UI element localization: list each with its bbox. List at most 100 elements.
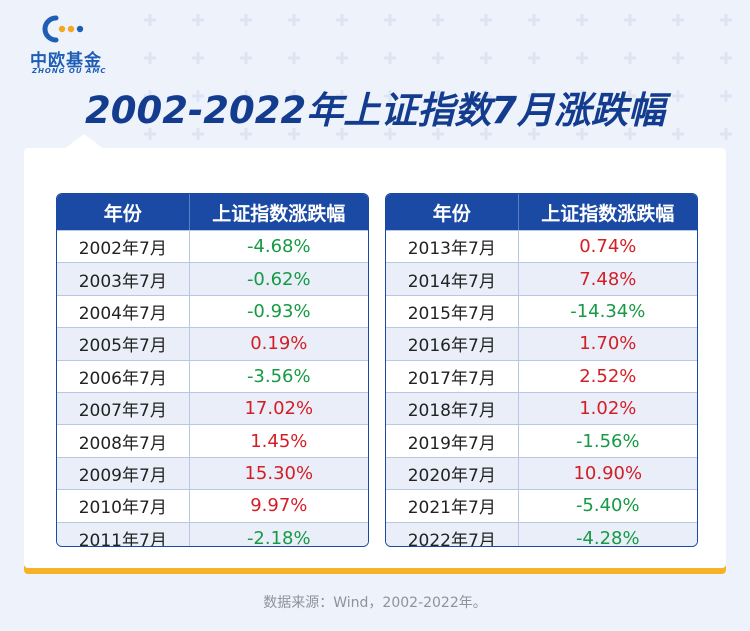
cell-year: 2015年7月 [407, 303, 496, 324]
plus-mark [624, 52, 636, 64]
table-row: 2004年7月 -0.93% [57, 294, 368, 328]
cell-change: 15.30% [188, 457, 368, 490]
cell-change: -0.62% [188, 263, 368, 295]
cell-year: 2019年7月 [407, 433, 496, 454]
logo-name: 中欧基金 [30, 51, 102, 71]
cell-year: 2016年7月 [407, 336, 496, 357]
plus-mark [240, 14, 252, 26]
plus-mark [528, 90, 540, 102]
plus-mark [384, 128, 396, 140]
plus-mark [480, 128, 492, 140]
cell-change: -4.28% [517, 522, 697, 546]
plus-mark [624, 90, 636, 102]
table-row: 2003年7月 -0.62% [57, 262, 368, 295]
background-pattern [144, 14, 732, 140]
plus-mark [432, 14, 444, 26]
plus-mark [144, 14, 156, 26]
header-change: 上证指数涨跌幅 [188, 194, 368, 230]
plus-mark [480, 14, 492, 26]
plus-mark [672, 128, 684, 140]
cell-change: -4.68% [188, 231, 368, 263]
cell-year: 2006年7月 [78, 368, 167, 389]
cell-year: 2011年7月 [78, 530, 167, 547]
plus-mark [576, 128, 588, 140]
cell-year: 2018年7月 [407, 401, 496, 422]
cell-change: 1.70% [517, 328, 697, 360]
table-row: 2018年7月 1.02% [386, 391, 697, 425]
plus-mark [432, 128, 444, 140]
plus-mark [192, 90, 204, 102]
plus-mark [336, 90, 348, 102]
cell-year: 2017年7月 [407, 368, 496, 389]
cell-change: 17.02% [188, 392, 368, 425]
table-row: 2015年7月 -14.34% [386, 294, 697, 328]
plus-mark [192, 14, 204, 26]
table-row: 2021年7月 -5.40% [386, 489, 697, 522]
cell-change: 7.48% [517, 263, 697, 295]
table-right: 年份 上证指数涨跌幅 2013年7月 0.74% 2014年7月 7.48% 2015年… [385, 193, 698, 547]
plus-mark [720, 90, 732, 102]
plus-mark [240, 52, 252, 64]
plus-mark [336, 52, 348, 64]
plus-mark [384, 90, 396, 102]
table-row: 2020年7月 10.90% [386, 456, 697, 490]
plus-mark [192, 52, 204, 64]
cell-change: -14.34% [517, 295, 697, 328]
plus-mark [720, 128, 732, 140]
plus-mark [672, 52, 684, 64]
cell-year: 2010年7月 [78, 498, 167, 519]
plus-mark [384, 52, 396, 64]
plus-mark [288, 90, 300, 102]
table-header: 年份 上证指数涨跌幅 [57, 194, 368, 230]
cell-year: 2004年7月 [78, 303, 167, 324]
cell-year: 2003年7月 [78, 271, 167, 292]
table-row: 2007年7月 17.02% [57, 391, 368, 425]
cell-change: 0.74% [517, 231, 697, 263]
plus-mark [672, 90, 684, 102]
plus-mark [240, 128, 252, 140]
table-body: 2002年7月 -4.68% 2003年7月 -0.62% 2004年7月 -0.93% 2… [57, 230, 368, 547]
plus-mark [432, 52, 444, 64]
header-year: 年份 [103, 202, 142, 225]
plus-mark [528, 52, 540, 64]
cell-change: -3.56% [188, 360, 368, 392]
cell-year: 2021年7月 [407, 498, 496, 519]
cell-year: 2022年7月 [407, 530, 496, 547]
page-title: 2002-2022年上证指数7月涨跌幅 [84, 89, 666, 132]
plus-mark [432, 90, 444, 102]
cell-change: 10.90% [517, 457, 697, 490]
logo-mark-icon [42, 15, 84, 43]
plus-mark [528, 14, 540, 26]
plus-mark [144, 128, 156, 140]
cell-change: 2.52% [517, 360, 697, 392]
table-row: 2022年7月 -4.28% [386, 521, 697, 547]
plus-mark [144, 52, 156, 64]
table-body: 2013年7月 0.74% 2014年7月 7.48% 2015年7月 -14.34% 20… [386, 230, 697, 547]
cell-change: -5.40% [517, 490, 697, 522]
plus-mark [624, 128, 636, 140]
table-row: 2016年7月 1.70% [386, 327, 697, 360]
plus-mark [528, 128, 540, 140]
plus-mark [576, 14, 588, 26]
cell-change: 1.45% [188, 425, 368, 457]
plus-mark [480, 90, 492, 102]
plus-mark [336, 128, 348, 140]
plus-mark [288, 14, 300, 26]
cell-change: 0.19% [188, 328, 368, 360]
table-row: 2011年7月 -2.18% [57, 521, 368, 547]
table-left: 年份 上证指数涨跌幅 2002年7月 -4.68% 2003年7月 -0.62% 200… [56, 193, 369, 547]
table-row: 2005年7月 0.19% [57, 327, 368, 360]
table-row: 2002年7月 -4.68% [57, 230, 368, 263]
cell-year: 2009年7月 [78, 465, 167, 486]
cell-year: 2014年7月 [407, 271, 496, 292]
plus-mark [624, 14, 636, 26]
data-source-note: 数据来源：Wind，2002-2022年。 [263, 595, 487, 611]
cell-year: 2008年7月 [78, 433, 167, 454]
plus-mark [384, 14, 396, 26]
cell-change: -0.93% [188, 295, 368, 328]
plus-mark [576, 90, 588, 102]
cell-year: 2020年7月 [407, 465, 496, 486]
table-row: 2006年7月 -3.56% [57, 359, 368, 392]
plus-mark [192, 128, 204, 140]
plus-mark [288, 128, 300, 140]
